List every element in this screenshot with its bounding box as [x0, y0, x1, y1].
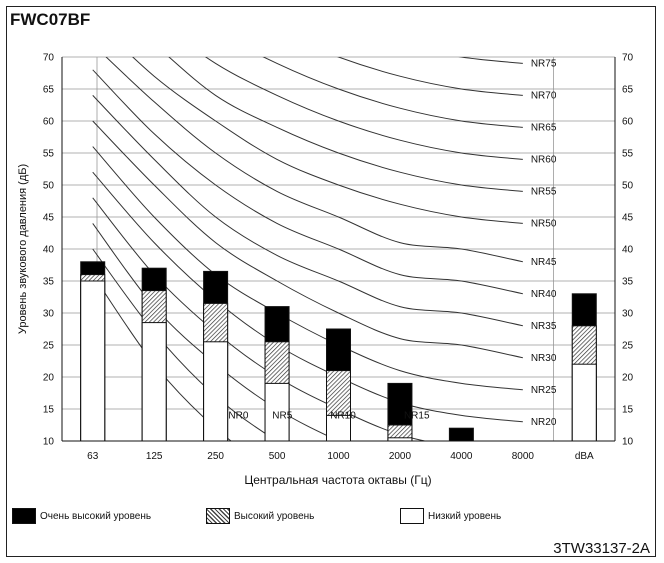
y-tick-label-right: 55 [622, 149, 634, 160]
y-axis-label: Уровень звукового давления (дБ) [17, 164, 29, 334]
nr-label-nr70: NR70 [531, 90, 557, 101]
nr-label-nr30: NR30 [531, 353, 557, 364]
nr-label-nr55: NR55 [531, 186, 557, 197]
nr-curve-nr45 [105, 57, 523, 263]
x-tick-label: 63 [87, 451, 99, 462]
y-tick-label-left: 50 [43, 181, 55, 192]
legend-swatch-high [206, 508, 230, 524]
y-tick-label-right: 70 [622, 53, 634, 64]
nr-curve-nr35 [92, 95, 523, 327]
nr-curve-nr40 [92, 69, 523, 295]
bar-low [80, 280, 106, 442]
y-tick-label-left: 60 [43, 117, 55, 128]
y-tick-label-right: 40 [622, 245, 634, 256]
y-tick-label-right: 35 [622, 277, 634, 288]
y-tick-label-left: 20 [43, 373, 55, 384]
x-tick-label: 500 [269, 451, 286, 462]
document-code: 3TW33137-2A [553, 540, 650, 557]
nr-curve-nr55 [168, 57, 523, 192]
nr-label-nr40: NR40 [531, 289, 557, 300]
bar-low [326, 414, 351, 442]
legend-label-high: Высокий уровень [234, 510, 315, 522]
y-tick-label-left: 45 [43, 213, 55, 224]
nr-label-nr25: NR25 [531, 385, 557, 396]
nr-label-nr0: NR0 [228, 411, 248, 422]
bar-low [141, 322, 167, 442]
legend: Очень высокий уровень Высокий уровень Ни… [10, 506, 570, 528]
legend-swatch-very-high [12, 508, 36, 524]
nr-curve-nr20 [92, 171, 523, 423]
x-tick-label: 2000 [389, 451, 412, 462]
nr-curve-nr50 [131, 57, 523, 224]
chart-frame [6, 6, 656, 557]
y-tick-label-left: 65 [43, 85, 55, 96]
y-tick-label-right: 65 [622, 85, 634, 96]
y-tick-label-left: 55 [43, 149, 55, 160]
x-tick-label: dBA [575, 451, 594, 462]
y-tick-label-right: 50 [622, 181, 634, 192]
y-tick-label-right: 10 [622, 437, 634, 448]
y-tick-label-left: 25 [43, 341, 55, 352]
y-tick-label-left: 10 [43, 437, 55, 448]
labels: 10 10 15 15 20 20 25 25 30 30 35 35 40 40 45 45 50 50 55 55… [43, 53, 634, 463]
y-tick-label-right: 20 [622, 373, 634, 384]
y-tick-label-right: 30 [622, 309, 634, 320]
bar-low [203, 341, 229, 442]
y-tick-label-left: 15 [43, 405, 55, 416]
nr-label-nr20: NR20 [531, 417, 557, 428]
y-tick-label-left: 40 [43, 245, 55, 256]
legend-item-low: Низкий уровень [400, 506, 501, 526]
x-tick-label: 8000 [512, 451, 535, 462]
y-tick-label-right: 25 [622, 341, 634, 352]
y-tick-label-left: 70 [43, 53, 55, 64]
nr-curve-nr25 [92, 146, 523, 391]
x-tick-label: 4000 [450, 451, 473, 462]
y-tick-label-right: 60 [622, 117, 634, 128]
legend-label-low: Низкий уровень [428, 510, 502, 522]
legend-label-very-high: Очень высокий уровень [40, 510, 152, 522]
x-tick-label: 125 [146, 451, 163, 462]
nr-label-nr45: NR45 [531, 257, 557, 268]
nr-label-nr75: NR75 [531, 58, 557, 69]
nr-label-nr50: NR50 [531, 218, 557, 229]
x-axis-label: Центральная частота октавы (Гц) [244, 473, 431, 487]
nr-label-nr60: NR60 [531, 154, 557, 165]
legend-swatch-low [400, 508, 424, 524]
nr-curve-nr60 [204, 57, 523, 160]
y-tick-label-left: 35 [43, 277, 55, 288]
nr-label-nr35: NR35 [531, 321, 557, 332]
y-tick-label-right: 45 [622, 213, 634, 224]
bar-low [571, 363, 597, 442]
nr-label-nr5: NR5 [272, 411, 292, 422]
chart-title: FWC07BF [10, 10, 91, 29]
nr-curve-nr65 [262, 57, 523, 128]
x-tick-label: 250 [207, 451, 224, 462]
axes [61, 57, 616, 442]
nr-label-nr15: NR15 [404, 411, 430, 422]
nr-curve-nr70 [337, 57, 523, 96]
nr-curve-nr30 [92, 120, 523, 359]
bar-very-high [448, 427, 474, 442]
nr-curve-nr75 [458, 57, 523, 64]
nr-label-nr10: NR10 [330, 411, 356, 422]
legend-item-very-high: Очень высокий уровень [12, 506, 151, 526]
nr-label-nr65: NR65 [531, 122, 557, 133]
legend-item-high: Высокий уровень [206, 506, 314, 526]
bars [80, 261, 597, 442]
x-tick-label: 1000 [327, 451, 350, 462]
y-tick-label-right: 15 [622, 405, 634, 416]
y-tick-label-left: 30 [43, 309, 55, 320]
